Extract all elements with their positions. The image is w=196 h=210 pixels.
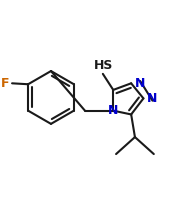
Text: N: N [135,77,145,90]
Text: F: F [1,77,10,90]
Text: N: N [147,92,158,105]
Text: N: N [108,104,118,117]
Text: HS: HS [94,59,113,72]
